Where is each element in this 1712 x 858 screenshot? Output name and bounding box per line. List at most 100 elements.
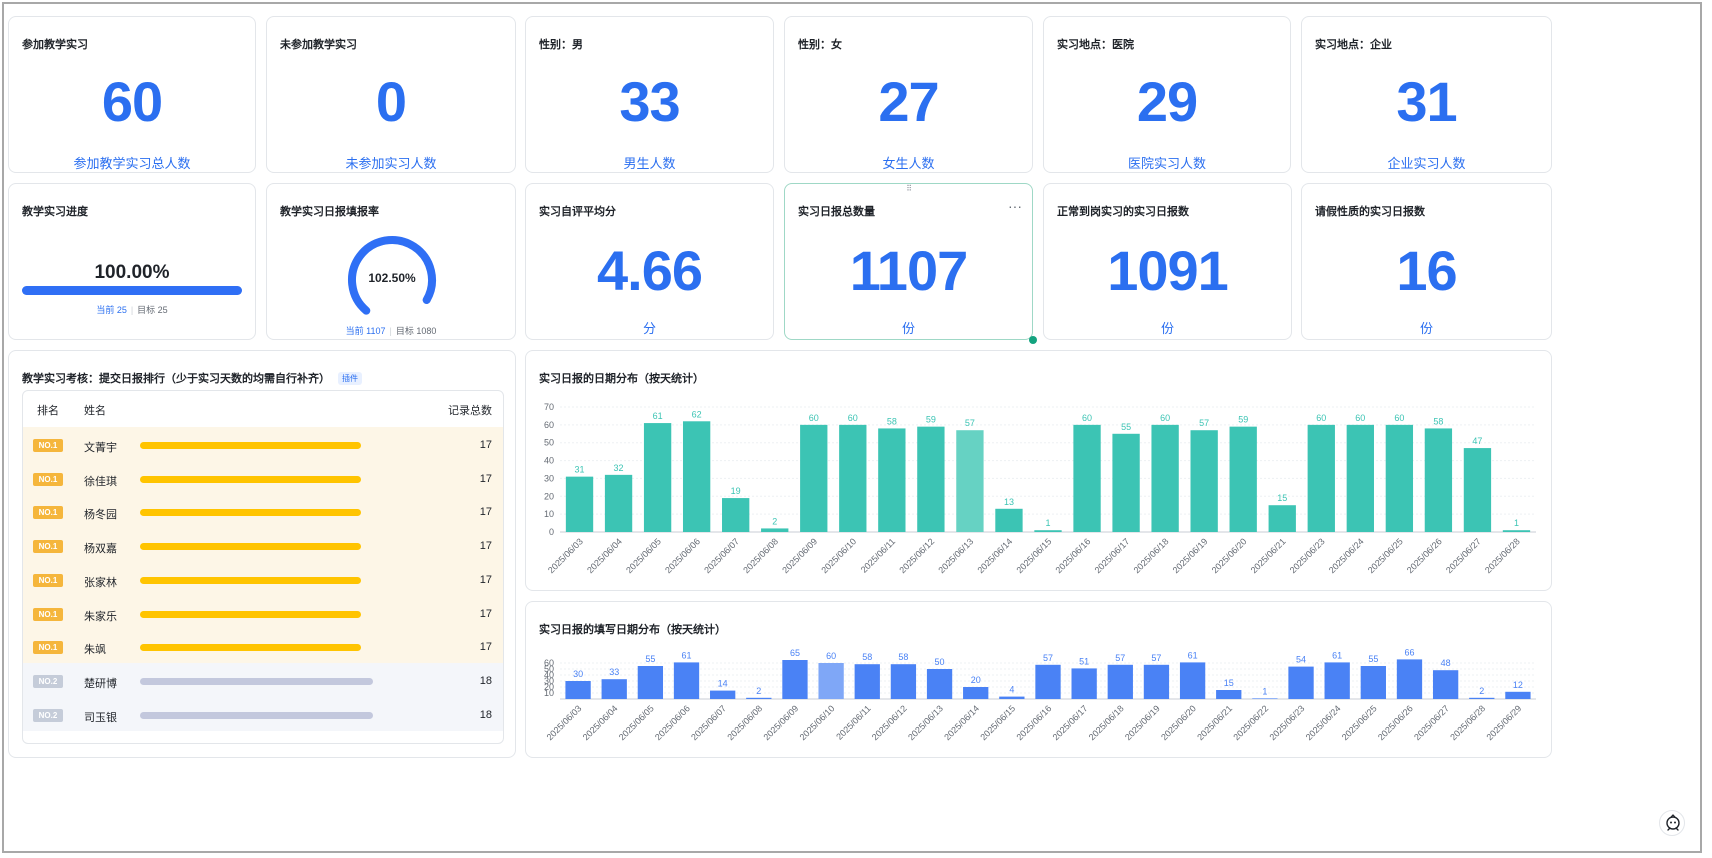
data-label: 60 <box>826 651 836 661</box>
bar[interactable] <box>999 696 1025 699</box>
bar[interactable] <box>782 660 808 699</box>
kpi-card[interactable]: 正常到岗实习的实习日报数 1091 份 <box>1043 183 1292 340</box>
bar[interactable] <box>1071 668 1097 699</box>
bar[interactable] <box>926 669 953 699</box>
bar[interactable] <box>854 664 880 699</box>
kpi-card[interactable]: 请假性质的实习日报数 16 份 <box>1301 183 1552 340</box>
bar[interactable] <box>722 498 750 532</box>
drag-handle-icon[interactable]: ⠿ <box>906 184 912 193</box>
x-tick-label: 2025/06/03 <box>546 536 585 575</box>
ranking-row[interactable]: NO.1 徐佳琪 17 <box>23 460 503 495</box>
ranking-row[interactable]: NO.1 朱家乐 17 <box>23 595 503 630</box>
kpi-card[interactable]: 未参加教学实习 0 未参加实习人数 <box>266 16 516 173</box>
bar[interactable] <box>818 663 844 699</box>
bar[interactable] <box>839 424 867 532</box>
data-label: 60 <box>809 413 819 423</box>
kpi-card[interactable]: 实习地点：企业 31 企业实习人数 <box>1301 16 1552 173</box>
ranking-row[interactable]: NO.1 文菁宇 17 <box>23 427 503 461</box>
y-tick-label: 10 <box>544 688 554 698</box>
bar[interactable] <box>1190 430 1218 532</box>
bar[interactable] <box>1034 530 1062 532</box>
bar[interactable] <box>800 424 828 532</box>
bar[interactable] <box>1179 662 1206 699</box>
bar[interactable] <box>1505 691 1531 699</box>
x-tick-label: 2025/06/09 <box>761 703 800 742</box>
bar[interactable] <box>1463 448 1492 532</box>
bar[interactable] <box>1288 666 1314 699</box>
ranking-row[interactable]: NO.1 杨冬园 17 <box>23 494 503 529</box>
bar[interactable] <box>565 476 594 532</box>
y-tick-label: 60 <box>544 658 554 668</box>
data-label: 61 <box>1332 650 1342 660</box>
date-distribution-card[interactable]: 实习日报的日期分布（按天统计） 0 10 20 30 40 50 60 70 31 2025/06… <box>525 350 1552 591</box>
bar[interactable] <box>1360 666 1386 699</box>
fill-date-distribution-card[interactable]: 实习日报的填写日期分布（按天统计） 10 20 30 40 50 60 30 2025/06/… <box>525 601 1552 758</box>
kpi-value: 31 <box>1396 70 1457 133</box>
kpi-card[interactable]: 性别：男 33 男生人数 <box>525 16 774 173</box>
bar[interactable] <box>995 508 1023 532</box>
bar[interactable] <box>710 690 736 699</box>
bar[interactable] <box>746 697 772 699</box>
bar[interactable] <box>643 423 672 532</box>
bar[interactable] <box>1035 664 1061 699</box>
bar[interactable] <box>1112 433 1140 532</box>
bar[interactable] <box>878 428 906 532</box>
bar[interactable] <box>1424 428 1453 532</box>
x-tick-label: 2025/06/08 <box>725 703 764 742</box>
bar[interactable] <box>682 421 711 532</box>
x-tick-label: 2025/06/11 <box>859 536 897 574</box>
bar[interactable] <box>1396 659 1423 699</box>
bar[interactable] <box>1324 662 1350 699</box>
bar[interactable] <box>673 662 700 699</box>
bar[interactable] <box>1143 664 1170 699</box>
rank-bar <box>140 610 361 618</box>
bar[interactable] <box>956 430 984 532</box>
bar[interactable] <box>1107 664 1133 699</box>
bar[interactable] <box>917 426 945 532</box>
ranking-row[interactable]: NO.1 杨双嘉 17 <box>23 528 503 563</box>
kpi-card[interactable]: 实习日报总数量 1107 份 ⠿ ··· <box>784 183 1037 344</box>
resize-handle[interactable] <box>1029 336 1037 344</box>
rank-bar <box>140 711 373 719</box>
data-label: 31 <box>575 465 585 475</box>
gauge-card[interactable]: 教学实习日报填报率 102.50% 当前 1107 | 目标 1080 <box>266 183 516 340</box>
y-tick-label: 20 <box>544 491 554 501</box>
data-label: 61 <box>653 411 663 421</box>
bar[interactable] <box>1307 424 1335 532</box>
progress-card[interactable]: 教学实习进度 100.00% 当前 25 | 目标 25 <box>8 183 256 340</box>
bar[interactable] <box>1502 530 1531 532</box>
bar[interactable] <box>604 474 633 532</box>
progress-meta: 当前 25 | 目标 25 <box>9 303 255 316</box>
bar[interactable] <box>565 681 591 699</box>
bar[interactable] <box>1432 670 1459 699</box>
ranking-row[interactable]: NO.1 朱飒 17 <box>23 629 503 664</box>
ranking-row[interactable]: NO.2 司玉银 18 <box>23 696 503 731</box>
bar[interactable] <box>761 528 789 532</box>
ranking-row[interactable]: NO.2 楚研博 18 <box>23 662 503 697</box>
bar[interactable] <box>1151 424 1179 532</box>
assistant-icon[interactable] <box>1659 810 1685 836</box>
ranking-table[interactable]: 排名 姓名 记录总数 NO.1 文菁宇 17 NO.1 徐佳琪 17 NO.1 杨冬园 17 NO… <box>22 390 504 744</box>
bar[interactable] <box>601 679 627 699</box>
gauge-title: 教学实习日报填报率 <box>280 206 379 218</box>
gauge-arc <box>348 236 436 315</box>
kpi-card[interactable]: 参加教学实习 60 参加教学实习总人数 <box>8 16 256 173</box>
ranking-row[interactable]: NO.1 张家林 17 <box>23 561 503 596</box>
kpi-card[interactable]: 实习自评平均分 4.66 分 <box>525 183 774 340</box>
bar[interactable] <box>1346 424 1374 532</box>
bar[interactable] <box>1268 505 1296 532</box>
bar[interactable] <box>1073 424 1101 532</box>
bar[interactable] <box>1216 690 1242 699</box>
bar[interactable] <box>1469 697 1495 699</box>
kpi-card[interactable]: 性别：女 27 女生人数 <box>784 16 1033 173</box>
bar[interactable] <box>1252 698 1278 699</box>
bar[interactable] <box>1385 424 1414 532</box>
bar[interactable] <box>637 666 664 699</box>
kpi-card[interactable]: 实习地点：医院 29 医院实习人数 <box>1043 16 1291 173</box>
bar[interactable] <box>1229 426 1257 532</box>
bar[interactable] <box>963 687 989 699</box>
ranking-card[interactable]: 教学实习考核：提交日报排行（少于实习天数的均需自行补齐） 插件 排名 姓名 记录总… <box>8 350 516 758</box>
more-icon[interactable]: ··· <box>1008 198 1022 214</box>
x-tick-label: 2025/06/20 <box>1159 703 1198 742</box>
bar[interactable] <box>890 664 917 699</box>
